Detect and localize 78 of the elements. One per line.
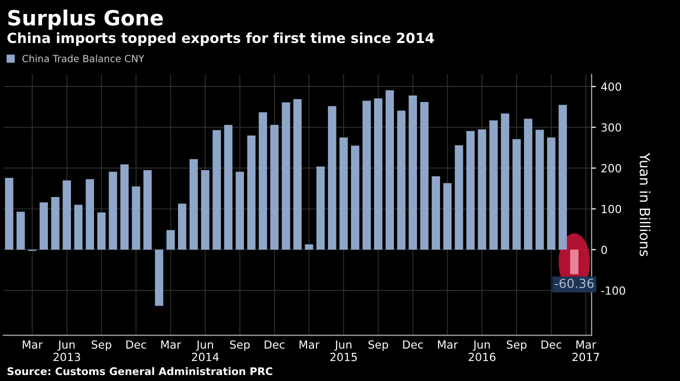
bar bbox=[201, 170, 210, 250]
bar bbox=[397, 110, 406, 250]
bar bbox=[362, 100, 371, 250]
bar bbox=[351, 146, 360, 250]
y-tick-label: 0 bbox=[601, 246, 607, 254]
x-tick-label: Mar bbox=[22, 340, 43, 349]
bar bbox=[236, 172, 244, 250]
bar bbox=[62, 180, 71, 250]
x-tick-label: Sep bbox=[92, 340, 112, 351]
bar bbox=[316, 166, 325, 250]
bar bbox=[224, 124, 232, 250]
x-tick-label: Dec bbox=[542, 340, 562, 349]
bar bbox=[408, 96, 417, 250]
bar bbox=[304, 244, 314, 250]
x-tick-label: Sep bbox=[368, 340, 388, 351]
y-tick-label: 300 bbox=[601, 123, 622, 132]
y-tick-label: -100 bbox=[601, 286, 626, 295]
x-tick-label: Mar bbox=[300, 340, 320, 349]
bar bbox=[143, 170, 152, 250]
bar bbox=[558, 104, 567, 250]
chart-title: Surplus Gone bbox=[8, 10, 163, 30]
x-tick-label: Sep bbox=[506, 340, 526, 351]
bar bbox=[108, 172, 118, 250]
bar bbox=[374, 98, 382, 250]
bar bbox=[524, 118, 532, 250]
bar bbox=[51, 197, 60, 250]
bar bbox=[282, 102, 290, 250]
bar bbox=[97, 212, 106, 250]
y-tick-label: 400 bbox=[601, 82, 622, 91]
x-tick-label: Jun 2015 bbox=[330, 340, 357, 362]
data-label: -60.36 bbox=[554, 278, 594, 288]
y-tick-label: 200 bbox=[601, 164, 622, 172]
bar bbox=[293, 99, 302, 250]
bar bbox=[478, 129, 486, 250]
bar bbox=[154, 250, 164, 306]
legend-label: China Trade Balance CNY bbox=[22, 54, 144, 62]
bar bbox=[339, 138, 348, 250]
bar bbox=[420, 102, 429, 250]
bar bbox=[443, 183, 452, 250]
bar bbox=[16, 212, 25, 250]
bar bbox=[120, 164, 129, 250]
x-tick-label: Jun 2013 bbox=[54, 340, 80, 362]
bar bbox=[432, 176, 440, 250]
bar bbox=[270, 124, 279, 250]
bar bbox=[258, 112, 268, 250]
bar bbox=[489, 120, 498, 250]
y-tick-label: 100 bbox=[602, 204, 622, 214]
bar bbox=[86, 179, 94, 250]
x-tick-label: Dec bbox=[126, 340, 146, 349]
bar bbox=[386, 90, 394, 250]
x-tick-label: Sep bbox=[230, 340, 250, 351]
x-tick-label: Mar bbox=[161, 340, 182, 349]
bar bbox=[247, 135, 256, 250]
x-tick-label: Jun 2016 bbox=[468, 340, 496, 362]
x-tick-label: Mar bbox=[438, 340, 458, 349]
x-tick-label: Jun 2014 bbox=[192, 340, 219, 362]
y-axis-title: Yuan in Billions bbox=[640, 152, 650, 256]
chart-subtitle: China imports topped exports for first time since 2014 bbox=[7, 32, 434, 46]
bar bbox=[466, 130, 475, 250]
x-tick-label: Dec bbox=[264, 340, 284, 349]
bar bbox=[536, 130, 544, 250]
bar bbox=[40, 202, 48, 250]
source-note: Source: Customs General Administration PRC bbox=[8, 367, 272, 376]
bar bbox=[512, 139, 521, 250]
bar bbox=[328, 106, 336, 250]
bar bbox=[166, 230, 175, 250]
bar bbox=[570, 250, 578, 274]
bar bbox=[454, 145, 464, 250]
bar bbox=[132, 186, 140, 250]
bar bbox=[5, 178, 14, 250]
bar bbox=[212, 130, 221, 250]
x-tick-label: Dec bbox=[403, 340, 423, 349]
bar bbox=[500, 113, 510, 250]
x-tick-label: Mar 2017 bbox=[572, 340, 600, 362]
bar bbox=[74, 204, 83, 250]
bar bbox=[190, 159, 198, 250]
bar bbox=[547, 138, 556, 250]
bar bbox=[178, 204, 186, 250]
